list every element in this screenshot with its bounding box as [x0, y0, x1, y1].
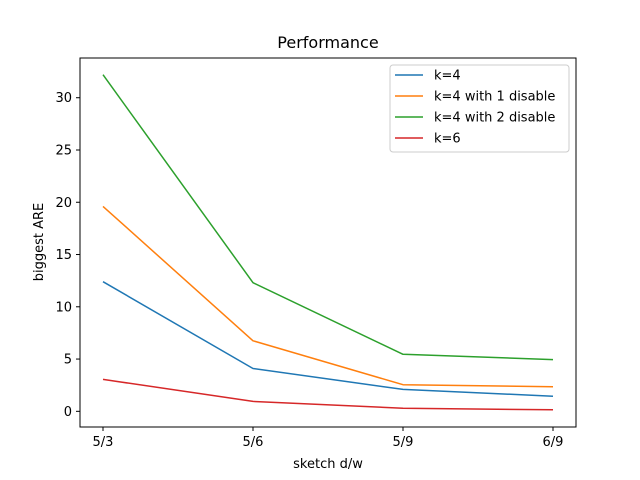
series-line-1	[102, 281, 554, 397]
legend-label: k=6	[434, 132, 461, 147]
legend-frame	[389, 64, 570, 153]
legend: k=4 k=4 with 1 disable k=4 with 2 disable k…	[389, 64, 570, 153]
x-axis: 5/3 5/6 5/9 6/9	[93, 427, 564, 450]
y-tick-label: 0	[64, 405, 72, 420]
y-tick-label: 30	[55, 91, 72, 106]
y-tick-label: 25	[55, 143, 72, 158]
series-line-2	[102, 205, 554, 388]
plot-area	[79, 57, 577, 428]
series-lines	[102, 74, 554, 411]
legend-label: k=4	[434, 69, 461, 84]
legend-label: k=4 with 2 disable	[434, 111, 555, 126]
y-axis: 0 5 10 15 20 25 30	[55, 91, 80, 420]
y-axis-label: biggest ARE	[32, 203, 47, 282]
x-tick-label: 5/6	[243, 435, 264, 450]
x-axis-label: sketch d/w	[293, 457, 363, 472]
x-tick-label: 5/9	[393, 435, 414, 450]
legend-label: k=4 with 1 disable	[434, 90, 555, 105]
series-line-3	[102, 74, 554, 361]
y-tick-label: 5	[64, 353, 72, 368]
series-line-4	[102, 378, 554, 411]
chart-title: Performance	[277, 33, 378, 52]
x-tick-label: 5/3	[93, 435, 114, 450]
plot-frame	[79, 57, 577, 428]
y-tick-label: 10	[55, 300, 72, 315]
x-tick-label: 6/9	[543, 435, 564, 450]
y-tick-label: 20	[55, 196, 72, 211]
y-tick-label: 15	[55, 248, 72, 263]
